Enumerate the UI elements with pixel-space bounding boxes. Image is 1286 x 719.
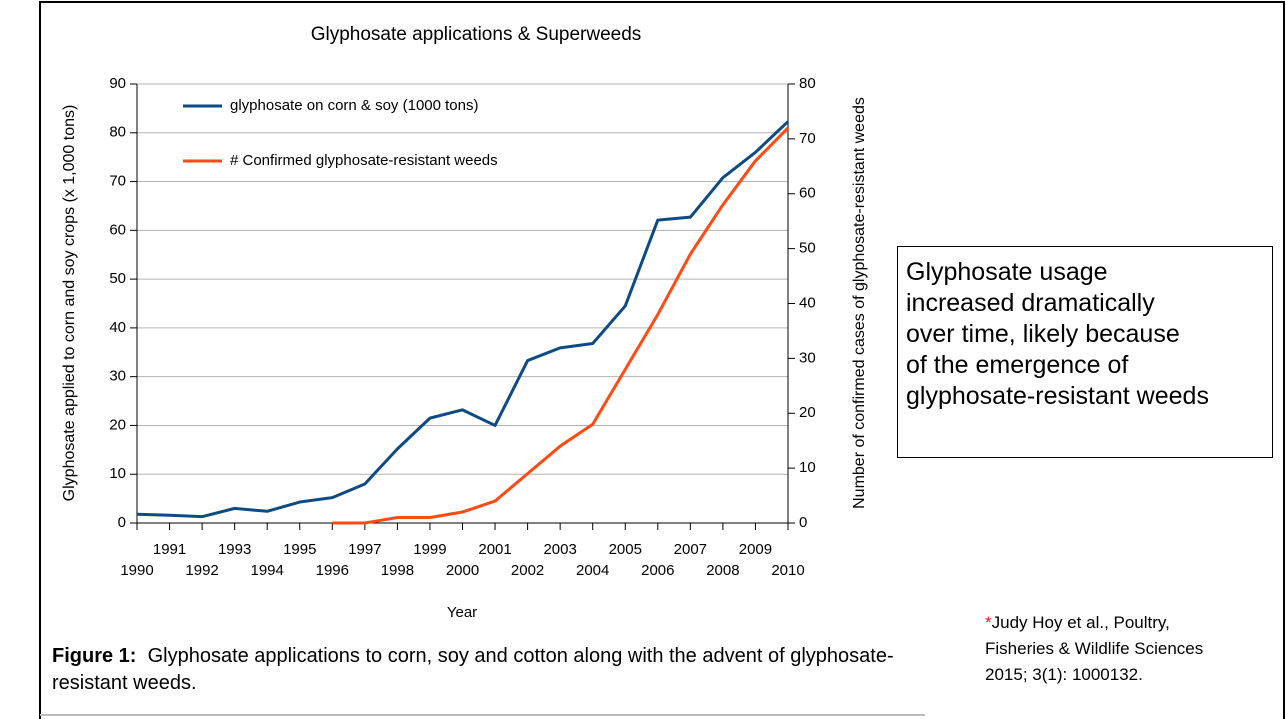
chart-title: Glyphosate applications & Superweeds <box>311 24 642 45</box>
y2-tick-label: 80 <box>799 75 816 92</box>
series-line <box>136 120 790 519</box>
citation-line: Fisheries & Wildlife Sciences <box>985 636 1203 662</box>
y2-axis-label: Number of confirmed cases of glyphosate-… <box>851 97 868 509</box>
y2-tick-label: 0 <box>799 514 807 531</box>
frame <box>39 1 1285 719</box>
caption: Figure 1: Glyphosate applications to cor… <box>52 643 912 697</box>
text-box-line: Glyphosate usage <box>906 258 1108 286</box>
x-tick-label: 1996 <box>316 562 349 579</box>
x-tick-label: 1998 <box>381 562 414 579</box>
x-tick-label: 1994 <box>251 562 284 579</box>
x-tick-label: 2002 <box>511 562 544 579</box>
y2-tick-label: 40 <box>799 294 816 311</box>
citation-marker: * <box>985 613 992 632</box>
x-tick-label: 1993 <box>218 541 251 558</box>
y-axis-label: Glyphosate applied to corn and soy crops… <box>61 105 78 502</box>
text-box-line: of the emergence of <box>906 351 1129 379</box>
y-tick-label: 40 <box>109 319 126 336</box>
x-tick-label: 1992 <box>185 562 218 579</box>
x-tick-label: 2007 <box>674 541 707 558</box>
series-line <box>332 126 790 525</box>
y2-tick-label: 10 <box>799 459 816 476</box>
y-tick-label: 20 <box>109 416 126 433</box>
caption-label: Figure 1: <box>52 645 137 667</box>
x-tick-label: 1991 <box>153 541 186 558</box>
x-axis-label: Year <box>447 604 477 621</box>
caption-text: Glyphosate applications to corn, soy and… <box>52 645 894 694</box>
x-tick-label: 2003 <box>543 541 576 558</box>
y-tick-label: 70 <box>109 173 126 190</box>
y-tick-label: 80 <box>109 124 126 141</box>
citation-text: Judy Hoy et al., Poultry, <box>991 613 1170 632</box>
text-box-line: over time, likely because <box>906 320 1180 348</box>
citation-text: 2015; 3(1): 1000132. <box>985 665 1143 684</box>
citation-line: *Judy Hoy et al., Poultry, <box>985 610 1203 636</box>
y-tick-label: 0 <box>118 514 126 531</box>
x-tick-label: 2005 <box>609 541 642 558</box>
x-tick-label: 1990 <box>120 562 153 579</box>
citation: *Judy Hoy et al., Poultry, Fisheries & Wi… <box>985 610 1203 688</box>
x-tick-label: 2010 <box>771 562 804 579</box>
x-tick-label: 1995 <box>283 541 316 558</box>
y2-tick-label: 50 <box>799 240 816 257</box>
y-tick-label: 10 <box>109 465 126 482</box>
x-tick-label: 2001 <box>478 541 511 558</box>
x-tick-label: 2009 <box>739 541 772 558</box>
x-tick-label: 1999 <box>413 541 446 558</box>
x-tick-label: 1997 <box>348 541 381 558</box>
y2-tick-label: 20 <box>799 404 816 421</box>
y2-tick-label: 70 <box>799 130 816 147</box>
y2-tick-label: 30 <box>799 349 816 366</box>
y-tick-label: 60 <box>109 221 126 238</box>
x-tick-label: 2004 <box>576 562 609 579</box>
y-tick-label: 50 <box>109 270 126 287</box>
text-box-line: glyphosate-resistant weeds <box>906 382 1209 410</box>
x-tick-label: 2008 <box>706 562 739 579</box>
y2-tick-label: 60 <box>799 185 816 202</box>
text-box-line: increased dramatically <box>906 289 1155 317</box>
text-box: Glyphosate usage increased dramatically ov… <box>897 246 1273 458</box>
citation-text: Fisheries & Wildlife Sciences <box>985 639 1204 658</box>
y-tick-label: 30 <box>109 368 126 385</box>
x-tick-label: 2006 <box>641 562 674 579</box>
legend-label: glyphosate on corn & soy (1000 tons) <box>230 97 478 114</box>
x-tick-label: 2000 <box>446 562 479 579</box>
legend-label: # Confirmed glyphosate-resistant weeds <box>230 152 498 169</box>
citation-line: 2015; 3(1): 1000132. <box>985 662 1203 688</box>
y-tick-label: 90 <box>109 75 126 92</box>
